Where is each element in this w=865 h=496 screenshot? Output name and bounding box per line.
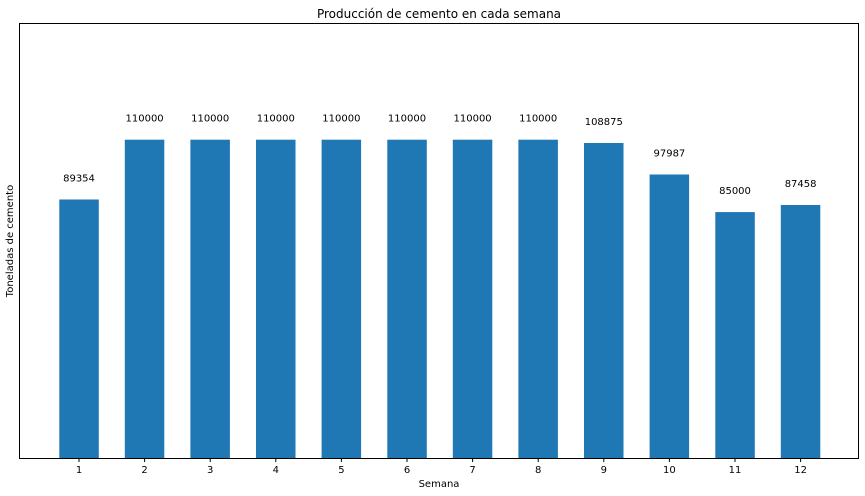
bar-week-7 — [452, 139, 493, 458]
bar-week-9 — [584, 143, 624, 458]
x-ticks-group: 1 2 3 4 5 6 7 8 9 10 11 12 — [76, 458, 807, 476]
data-label-week-3: 110000 — [191, 114, 229, 125]
data-labels-group: 89354 110000 110000 110000 110000 110000 11000… — [63, 114, 816, 197]
bar-week-4 — [256, 139, 296, 458]
bar-week-10 — [649, 174, 690, 458]
data-label-week-11: 85000 — [719, 186, 751, 197]
data-label-week-10: 97987 — [653, 149, 685, 160]
x-tick-label-3: 3 — [207, 465, 213, 476]
bar-week-2 — [124, 139, 165, 458]
data-label-week-12: 87458 — [785, 179, 817, 190]
x-tick-label-11: 11 — [729, 465, 742, 476]
x-axis-label: Semana — [419, 479, 460, 490]
bar-week-11 — [715, 212, 755, 458]
bar-week-3 — [190, 139, 230, 458]
x-tick-label-1: 1 — [76, 465, 82, 476]
bars-group — [59, 139, 821, 458]
bar-week-6 — [387, 139, 427, 458]
bar-week-8 — [518, 139, 558, 458]
plot-frame — [19, 23, 859, 459]
chart-title: Producción de cemento en cada semana — [317, 7, 561, 21]
x-tick-label-9: 9 — [601, 465, 607, 476]
data-label-week-6: 110000 — [388, 114, 426, 125]
x-tick-label-8: 8 — [535, 465, 541, 476]
data-label-week-5: 110000 — [322, 114, 360, 125]
data-label-week-8: 110000 — [519, 114, 557, 125]
bar-week-5 — [321, 139, 362, 458]
y-axis-label: Toneladas de cemento — [5, 185, 16, 298]
data-label-week-9: 108875 — [585, 117, 623, 128]
x-tick-label-7: 7 — [469, 465, 475, 476]
data-label-week-2: 110000 — [126, 114, 164, 125]
data-label-week-4: 110000 — [257, 114, 295, 125]
data-label-week-7: 110000 — [454, 114, 492, 125]
bar-week-1 — [59, 199, 99, 458]
x-tick-label-4: 4 — [273, 465, 279, 476]
x-tick-label-5: 5 — [338, 465, 344, 476]
x-tick-label-6: 6 — [404, 465, 410, 476]
x-tick-label-12: 12 — [794, 465, 807, 476]
bar-week-12 — [780, 205, 821, 458]
x-tick-label-10: 10 — [663, 465, 676, 476]
data-label-week-1: 89354 — [63, 174, 95, 185]
x-tick-label-2: 2 — [141, 465, 147, 476]
